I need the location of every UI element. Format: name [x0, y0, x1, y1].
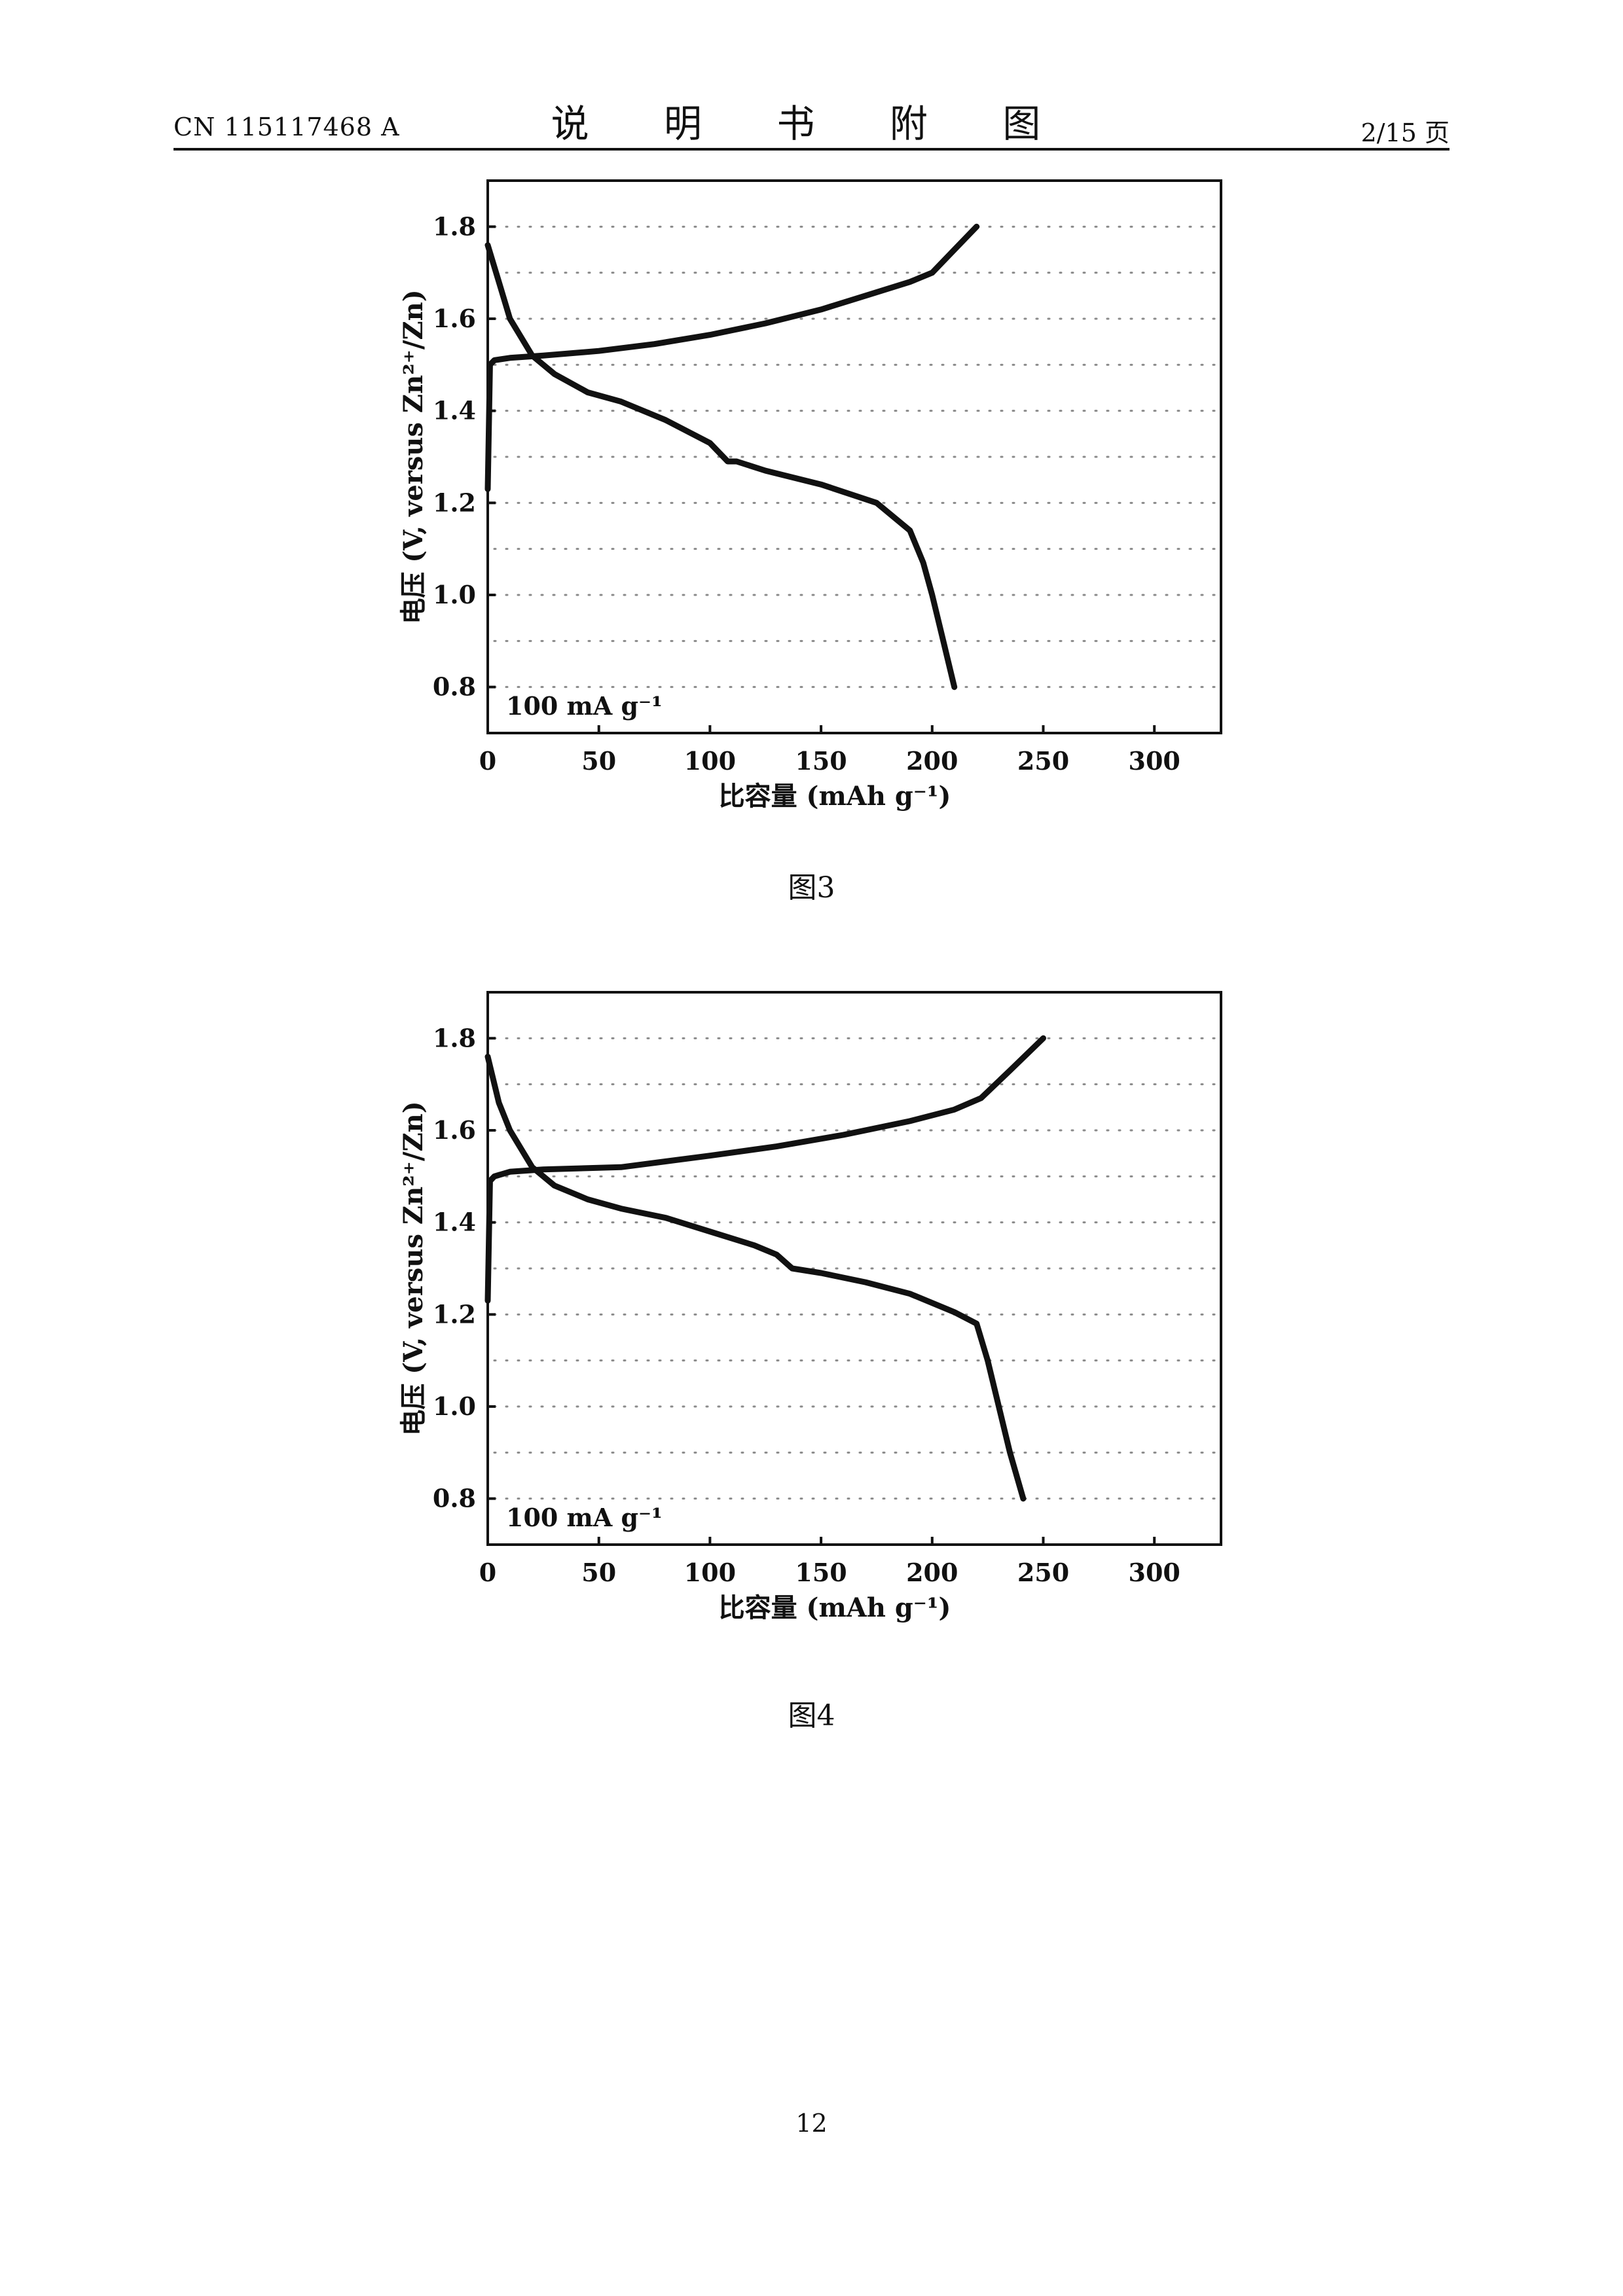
page-number: 12	[795, 2109, 828, 2138]
page-title: 说 明 书 附 图	[551, 101, 1072, 146]
current-density-label: 100 mA g⁻¹	[506, 1503, 663, 1532]
y-tick-label: 1.2	[433, 488, 476, 517]
y-axis-label: 电压 (V, versus Zn²⁺/Zn)	[398, 289, 429, 624]
y-tick-label: 1.2	[433, 1299, 476, 1329]
header-rule	[173, 148, 1450, 151]
y-tick-label: 1.4	[433, 396, 476, 425]
page-count: 2/15 页	[1360, 118, 1450, 147]
x-tick-label: 250	[1017, 1558, 1069, 1587]
discharge-curve	[484, 242, 958, 691]
charge-curve	[484, 223, 980, 492]
figure-3-caption: 图3	[788, 871, 835, 905]
y-tick-label: 0.8	[433, 672, 476, 702]
x-tick-label: 0	[479, 1558, 496, 1587]
x-tick-label: 300	[1129, 1558, 1180, 1587]
y-tick-label: 1.6	[433, 304, 476, 333]
x-tick-label: 0	[479, 746, 496, 776]
y-tick-label: 0.8	[433, 1484, 476, 1513]
x-tick-label: 250	[1017, 746, 1069, 776]
y-tick-label: 1.0	[433, 1391, 476, 1421]
figure-3-chart: 0.8 1.0 1.2 1.4 1.6 1.8 0 50 100 150 200 250 300 比容量 …	[398, 179, 1222, 812]
y-axis-label: 电压 (V, versus Zn²⁺/Zn)	[398, 1101, 429, 1435]
y-tick-label: 1.0	[433, 580, 476, 609]
discharge-curve	[484, 1054, 1027, 1502]
patent-number: CN 115117468 A	[173, 113, 400, 141]
charge-curve	[484, 1035, 1046, 1304]
y-tick-label: 1.4	[433, 1208, 476, 1237]
plot-frame	[486, 991, 1222, 1546]
x-tick-label: 100	[684, 1558, 736, 1587]
x-tick-label: 200	[906, 746, 958, 776]
x-axis-label: 比容量 (mAh g⁻¹)	[719, 1592, 951, 1623]
x-tick-label: 50	[581, 746, 616, 776]
x-tick-label: 100	[684, 746, 736, 776]
x-tick-label: 200	[906, 1558, 958, 1587]
current-density-label: 100 mA g⁻¹	[506, 691, 663, 721]
x-tick-label: 150	[795, 746, 847, 776]
x-tick-label: 50	[581, 1558, 616, 1587]
figure-4-caption: 图4	[788, 1699, 835, 1732]
y-tick-label: 1.8	[433, 211, 476, 241]
y-tick-label: 1.8	[433, 1023, 476, 1052]
plot-frame	[486, 179, 1222, 734]
y-tick-label: 1.6	[433, 1115, 476, 1145]
figure-4-chart: 0.8 1.0 1.2 1.4 1.6 1.8 0 50 100 150 200 250 300 比容量 …	[398, 991, 1222, 1623]
x-axis-label: 比容量 (mAh g⁻¹)	[719, 781, 951, 812]
x-tick-label: 150	[795, 1558, 847, 1587]
x-tick-label: 300	[1129, 746, 1180, 776]
